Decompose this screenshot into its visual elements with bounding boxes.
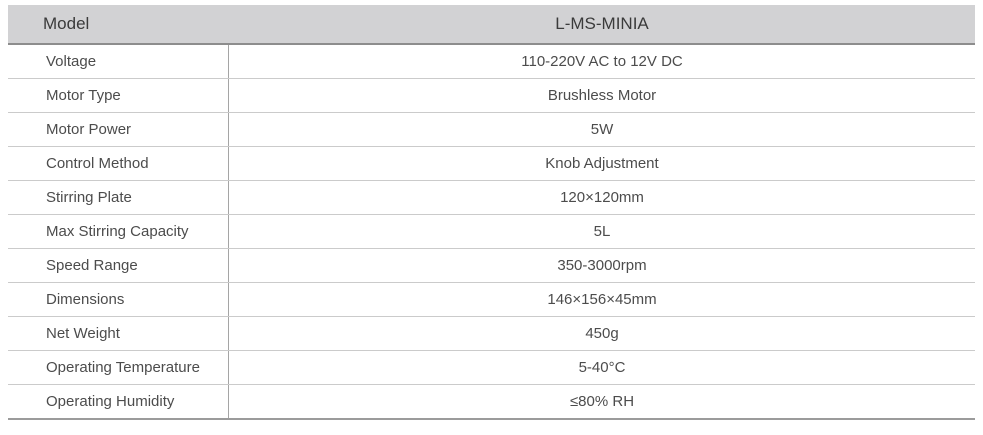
row-label: Motor Type — [8, 79, 229, 112]
row-label: Motor Power — [8, 113, 229, 146]
table-row: Stirring Plate 120×120mm — [8, 181, 975, 215]
header-model-label: Model — [43, 14, 90, 33]
row-label: Operating Temperature — [8, 351, 229, 384]
row-value: 5L — [593, 223, 611, 240]
spec-table-body: Voltage 110-220V AC to 12V DC Motor Type Br… — [8, 45, 975, 418]
row-value: Knob Adjustment — [545, 155, 659, 172]
row-label: Dimensions — [8, 283, 229, 316]
spec-table-header-row: Model L-MS-MINIA — [8, 5, 975, 45]
row-label: Control Method — [8, 147, 229, 180]
row-value: 5W — [590, 121, 614, 138]
row-value: 120×120mm — [560, 189, 644, 206]
row-label: Operating Humidity — [8, 385, 229, 418]
row-value: 5-40°C — [578, 359, 626, 376]
row-value: 146×156×45mm — [547, 291, 657, 308]
row-value: 450g — [585, 325, 619, 342]
table-row: Voltage 110-220V AC to 12V DC — [8, 45, 975, 79]
header-model-value: L-MS-MINIA — [555, 14, 649, 33]
row-label: Max Stirring Capacity — [8, 215, 229, 248]
row-label: Speed Range — [8, 249, 229, 282]
table-row: Net Weight 450g — [8, 317, 975, 351]
table-row: Operating Temperature 5-40°C — [8, 351, 975, 385]
row-value: 110-220V AC to 12V DC — [521, 53, 683, 70]
row-label: Stirring Plate — [8, 181, 229, 214]
table-row: Motor Type Brushless Motor — [8, 79, 975, 113]
row-value: ≤80% RH — [569, 393, 635, 410]
table-row: Motor Power 5W — [8, 113, 975, 147]
table-row: Control Method Knob Adjustment — [8, 147, 975, 181]
row-label: Voltage — [8, 45, 229, 78]
spec-table: Model L-MS-MINIA Voltage 110-220V AC to 1… — [8, 5, 975, 420]
table-row: Speed Range 350-3000rpm — [8, 249, 975, 283]
table-row: Dimensions 146×156×45mm — [8, 283, 975, 317]
table-row: Operating Humidity ≤80% RH — [8, 385, 975, 418]
table-row: Max Stirring Capacity 5L — [8, 215, 975, 249]
row-label: Net Weight — [8, 317, 229, 350]
row-value: Brushless Motor — [547, 87, 657, 104]
row-value: 350-3000rpm — [557, 257, 647, 274]
